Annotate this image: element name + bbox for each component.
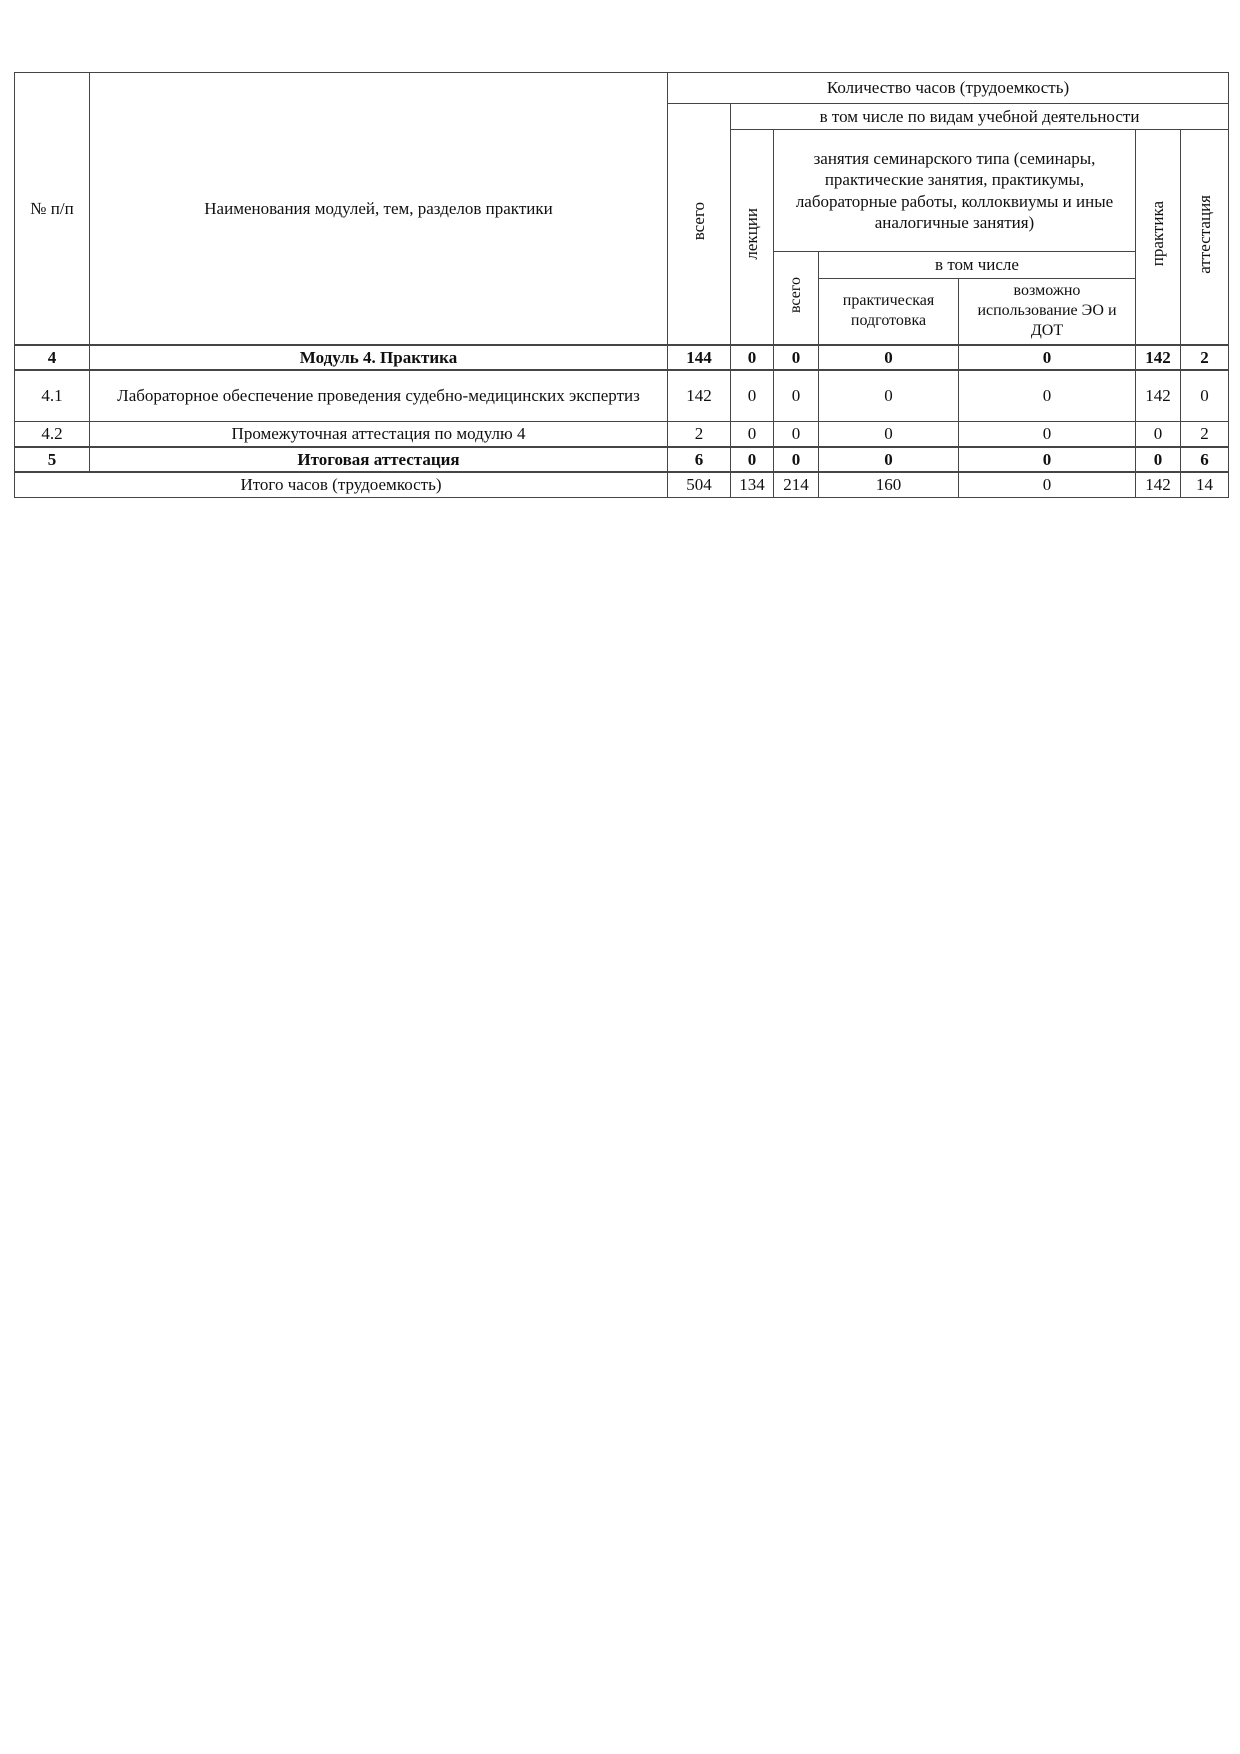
hours-cell: 0 — [1135, 445, 1181, 474]
row-number-cell: 4.1 — [14, 369, 90, 423]
hours-cell: 0 — [773, 343, 819, 371]
hours-cell: 0 — [730, 343, 774, 371]
header-eo-dot: возможно использование ЭО и ДОТ — [958, 278, 1136, 345]
hours-cell: 2 — [1179, 421, 1230, 448]
header-practice: практика — [1135, 129, 1181, 345]
hours-cell: 0 — [1135, 421, 1181, 448]
row-number-cell: 4 — [14, 343, 90, 371]
header-row-number: № п/п — [14, 72, 90, 345]
header-by-activity-type: в том числе по видам учебной деятельност… — [729, 103, 1230, 130]
hours-cell: 0 — [958, 421, 1136, 448]
table-row: 4.1 Лабораторное обеспечение проведения … — [14, 369, 1230, 423]
header-including: в том числе — [818, 251, 1136, 279]
row-name-cell: Модуль 4. Практика — [89, 343, 668, 371]
hours-cell: 2 — [1179, 343, 1230, 371]
header-practical-training: практическая подготовка — [818, 278, 959, 345]
totals-row: Итого часов (трудоемкость) 504 134 214 1… — [14, 471, 1230, 498]
hours-cell: 14 — [1179, 471, 1230, 498]
header-module-names: Наименования модулей, тем, разделов прак… — [89, 72, 668, 345]
hours-cell: 0 — [773, 369, 819, 423]
header-total: всего — [667, 103, 731, 345]
header-attestation: аттестация — [1179, 129, 1230, 345]
row-name-cell: Лабораторное обеспечение проведения суде… — [89, 369, 668, 423]
hours-cell: 142 — [667, 369, 731, 423]
hours-cell: 6 — [1179, 445, 1230, 474]
hours-cell: 0 — [730, 421, 774, 448]
hours-cell: 0 — [773, 421, 819, 448]
totals-label-cell: Итого часов (трудоемкость) — [14, 471, 668, 498]
row-number-cell: 5 — [14, 445, 90, 474]
header-lectures: лекции — [730, 129, 774, 345]
table-row: 5 Итоговая аттестация 6 0 0 0 0 0 6 — [14, 445, 1230, 474]
hours-cell: 0 — [958, 343, 1136, 371]
table-row: 4 Модуль 4. Практика 144 0 0 0 0 142 2 — [14, 343, 1230, 371]
hours-cell: 160 — [818, 471, 959, 498]
hours-cell: 0 — [730, 445, 774, 474]
hours-cell: 6 — [667, 445, 731, 474]
hours-cell: 0 — [1179, 369, 1230, 423]
hours-cell: 0 — [818, 343, 959, 371]
row-name-cell: Промежуточная аттестация по модулю 4 — [89, 421, 668, 448]
hours-cell: 144 — [667, 343, 731, 371]
hours-cell: 0 — [958, 369, 1136, 423]
hours-cell: 214 — [773, 471, 819, 498]
hours-cell: 134 — [730, 471, 774, 498]
hours-cell: 0 — [818, 369, 959, 423]
row-name-cell: Итоговая аттестация — [89, 445, 668, 474]
hours-cell: 504 — [667, 471, 731, 498]
hours-cell: 142 — [1135, 343, 1181, 371]
header-seminar-total: всего — [773, 251, 819, 345]
hours-cell: 142 — [1135, 369, 1181, 423]
header-hours-group: Количество часов (трудоемкость) — [666, 72, 1230, 104]
table-row: 4.2 Промежуточная аттестация по модулю 4… — [14, 421, 1230, 448]
hours-cell: 0 — [958, 445, 1136, 474]
hours-cell: 0 — [730, 369, 774, 423]
hours-cell: 142 — [1135, 471, 1181, 498]
hours-cell: 0 — [773, 445, 819, 474]
hours-cell: 0 — [958, 471, 1136, 498]
hours-cell: 0 — [818, 445, 959, 474]
hours-cell: 0 — [818, 421, 959, 448]
hours-cell: 2 — [667, 421, 731, 448]
curriculum-hours-table: № п/п Наименования модулей, тем, раздело… — [14, 72, 1230, 498]
header-seminar-group: занятия семинарского типа (семинары, пра… — [773, 129, 1136, 252]
row-number-cell: 4.2 — [14, 421, 90, 448]
